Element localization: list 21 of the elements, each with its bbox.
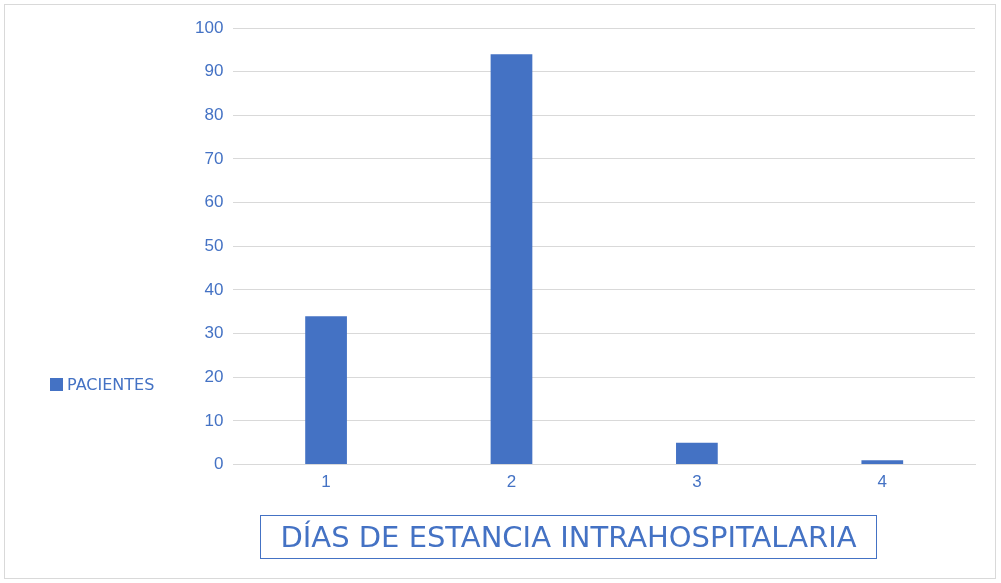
y-tick-label: 30 — [204, 323, 224, 343]
x-tick-label: 4 — [877, 472, 888, 492]
y-tick-label: 100 — [194, 17, 224, 37]
y-tick-label: 50 — [204, 235, 224, 255]
bar — [676, 442, 718, 465]
y-tick-label: 40 — [204, 279, 224, 299]
legend-label: PACIENTES — [67, 375, 155, 394]
bar — [861, 460, 904, 465]
y-tick-label: 20 — [204, 366, 224, 386]
y-tick-label: 0 — [213, 454, 224, 474]
x-tick-label: 1 — [321, 472, 331, 492]
x-axis-title: DÍAS DE ESTANCIA INTRAHOSPITALARIA — [260, 515, 877, 559]
x-tick-label: 3 — [692, 472, 702, 492]
y-tick-label: 80 — [204, 105, 224, 125]
bar — [490, 54, 533, 465]
y-tick-label: 70 — [204, 148, 224, 168]
y-tick-label: 10 — [204, 410, 224, 430]
y-tick-label: 90 — [204, 61, 224, 81]
bar — [305, 316, 347, 465]
y-tick-label: 60 — [204, 192, 224, 212]
x-tick-label: 2 — [506, 472, 517, 492]
